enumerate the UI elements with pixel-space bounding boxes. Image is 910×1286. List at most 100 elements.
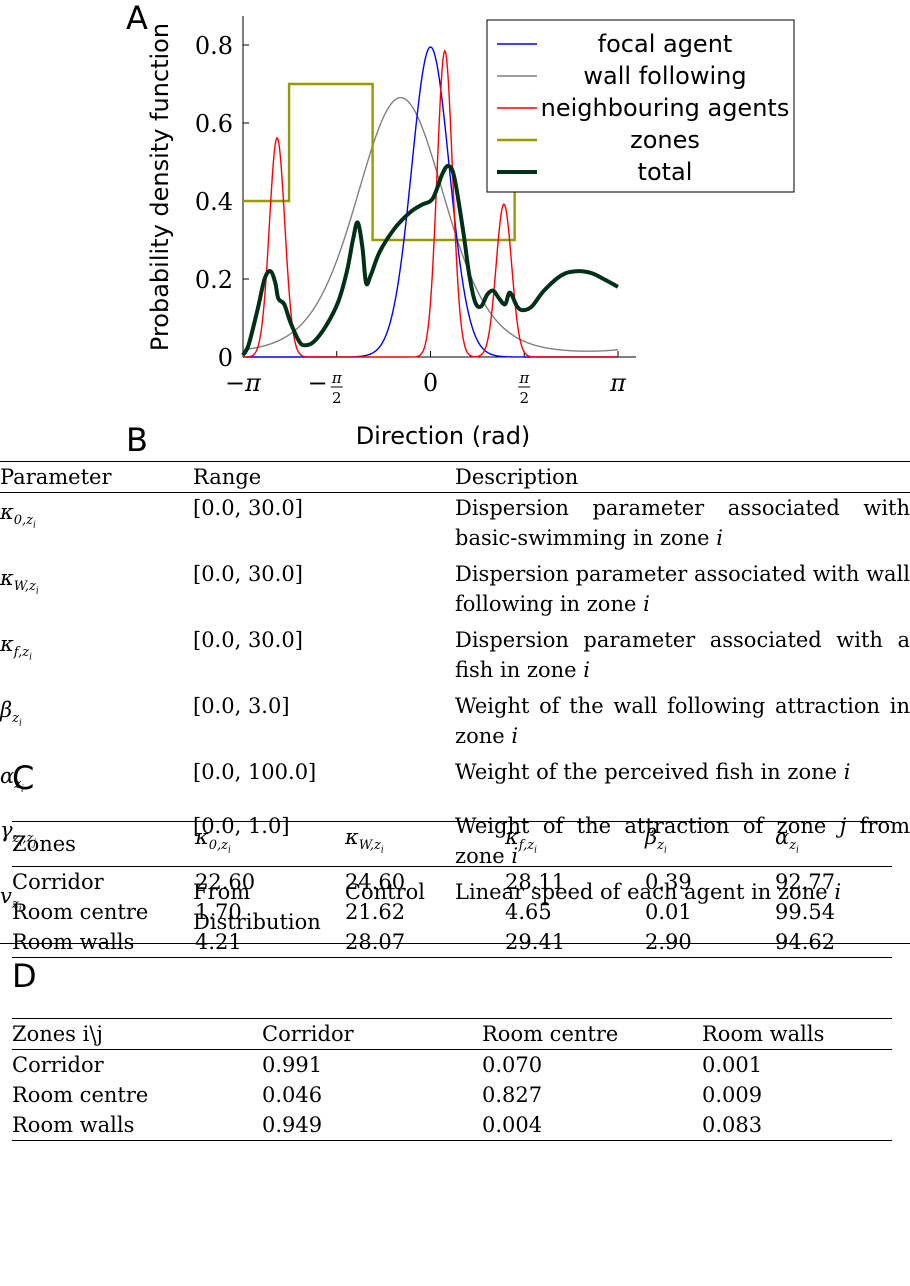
table-row: γzi,zj [0.0, 1.0] Weight of the attraction…	[0, 811, 910, 877]
chart-legend	[486, 19, 795, 193]
header-parameter: Parameter	[0, 465, 112, 489]
header-corridor: Corridor	[262, 1022, 354, 1046]
table-cell: 0.991	[262, 1053, 323, 1077]
header-parameter: αzi	[775, 825, 799, 856]
table-cell: 24.60	[345, 869, 406, 894]
parameter-symbol: βzi	[0, 698, 22, 729]
parameter-symbol: κ0,zi	[0, 500, 36, 531]
table-row: Room centre 1.70 21.62 4.65 0.01 99.54	[12, 897, 892, 927]
table-row: Corridor 22.60 24.60 28.11 0.39 92.77	[12, 866, 892, 897]
parameter-description: Dispersion parameter associated with a f…	[455, 628, 910, 682]
legend-label: neighbouring agents	[541, 94, 790, 122]
table-cell: 0.004	[482, 1113, 543, 1137]
table-row: Room centre 0.046 0.827 0.009	[12, 1080, 892, 1110]
table-cell: 99.54	[775, 899, 836, 924]
parameter-table: Parameter Range Description κ0,zi [0.0, 3…	[0, 461, 910, 944]
table-cell: 0.070	[482, 1053, 543, 1077]
header-parameter: κ0,zi	[195, 825, 231, 856]
zone-name: Room centre	[12, 899, 149, 924]
y-tick-label: 0.8	[195, 32, 233, 60]
panel-label-a: A	[126, 0, 148, 37]
table-cell: 0.083	[702, 1113, 763, 1137]
series-wall-following-line	[242, 96, 619, 352]
zone-name: Room walls	[12, 1113, 135, 1137]
table-cell: 0.001	[702, 1053, 763, 1077]
parameter-range: [0.0, 1.0]	[193, 813, 290, 838]
table-cell: 0.949	[262, 1113, 323, 1137]
table-row: κW,zi [0.0, 30.0] Dispersion parameter ass…	[0, 559, 910, 625]
table-cell: 1.70	[195, 899, 242, 924]
table-cell: 4.65	[505, 899, 552, 924]
table-cell: 0.046	[262, 1083, 323, 1107]
table-cell: 0.009	[702, 1083, 763, 1107]
parameter-description: Weight of the perceived fish in zone i	[455, 760, 851, 784]
chart-y-axis-label: Probability density function	[146, 23, 174, 351]
svg-text:−: −	[308, 369, 328, 397]
table-cell: 4.21	[195, 929, 242, 954]
y-tick-label: 0.4	[195, 188, 233, 216]
header-parameter: κW,zi	[345, 825, 384, 856]
legend-label: total	[638, 158, 693, 186]
table-cell: 94.62	[775, 929, 836, 954]
zone-attraction-table: Zones i\j Corridor Room centre Room wall…	[12, 1018, 892, 1141]
zone-name: Room walls	[12, 929, 135, 954]
chart-x-axis-label: Direction (rad)	[356, 422, 531, 450]
legend-label: focal agent	[598, 30, 733, 58]
svg-text:2: 2	[332, 389, 342, 407]
x-tick-label: π2	[518, 369, 530, 407]
parameter-description: Linear speed of each agent in zone i	[455, 879, 842, 904]
table-cell: 29.41	[505, 929, 566, 954]
svg-text:π: π	[518, 369, 530, 387]
parameter-symbol: κf,zi	[0, 632, 33, 663]
table-cell: 0.01	[645, 899, 692, 924]
header-zones: Zones i\j	[12, 1022, 103, 1046]
legend-label: wall following	[583, 62, 746, 90]
table-row: βzi [0.0, 3.0] Weight of the wall followin…	[0, 691, 910, 757]
panel-label-b: B	[126, 421, 148, 459]
header-room-walls: Room walls	[702, 1022, 825, 1046]
series-neighbouring-agents-line	[242, 49, 619, 358]
svg-text:π: π	[331, 369, 343, 387]
table-header-row: Parameter Range Description	[0, 461, 910, 493]
table-cell: 22.60	[195, 869, 256, 894]
x-tick-label: −π	[225, 369, 262, 397]
series-zones-line	[243, 82, 516, 242]
header-zones: Zones	[12, 831, 76, 856]
parameter-symbol: κW,zi	[0, 566, 39, 597]
parameter-range: [0.0, 30.0]	[193, 496, 303, 520]
table-row: αzi [0.0, 100.0] Weight of the perceived f…	[0, 757, 910, 811]
series-total-line	[241, 163, 619, 357]
x-tick-label: 0	[423, 369, 438, 397]
table-cell: 21.62	[345, 899, 406, 924]
parameter-description: Dispersion parameter associated with wal…	[455, 562, 910, 616]
parameter-symbol: vzi	[0, 883, 22, 915]
parameter-range: From Control Distribution	[193, 879, 425, 934]
y-tick-label: 0.2	[195, 266, 233, 294]
table-cell: 0.39	[645, 869, 692, 894]
y-tick-label: 0.6	[195, 110, 233, 138]
table-cell: 28.07	[345, 929, 406, 954]
table-row: vzi From Control Distribution Linear speed…	[0, 877, 910, 944]
parameter-description: Dispersion parameter associated with bas…	[455, 496, 910, 550]
legend-label: zones	[630, 126, 700, 154]
header-description: Description	[455, 465, 579, 489]
zone-parameter-table: Zones κ0,zi κW,zi κf,zi βzi αzi Corridor 22.60…	[12, 821, 892, 958]
table-cell: 2.90	[645, 929, 692, 954]
parameter-description: Weight of the attraction of zone j from …	[455, 813, 910, 868]
parameter-symbol: αzi	[0, 764, 24, 795]
zone-name: Corridor	[12, 1053, 104, 1077]
y-tick-label: 0	[218, 344, 233, 372]
header-parameter: βzi	[645, 825, 667, 856]
svg-text:2: 2	[519, 389, 529, 407]
x-tick-label: − π 2	[308, 369, 343, 407]
table-cell: 92.77	[775, 869, 836, 894]
table-header-row: Zones i\j Corridor Room centre Room wall…	[12, 1018, 892, 1050]
parameter-range: [0.0, 30.0]	[193, 628, 303, 652]
zone-name: Corridor	[12, 869, 104, 894]
table-row: Room walls 0.949 0.004 0.083	[12, 1110, 892, 1141]
parameter-range: [0.0, 3.0]	[193, 694, 290, 718]
table-row: κ0,zi [0.0, 30.0] Dispersion parameter ass…	[0, 493, 910, 560]
x-tick-label: π	[609, 369, 627, 397]
header-room-centre: Room centre	[482, 1022, 619, 1046]
